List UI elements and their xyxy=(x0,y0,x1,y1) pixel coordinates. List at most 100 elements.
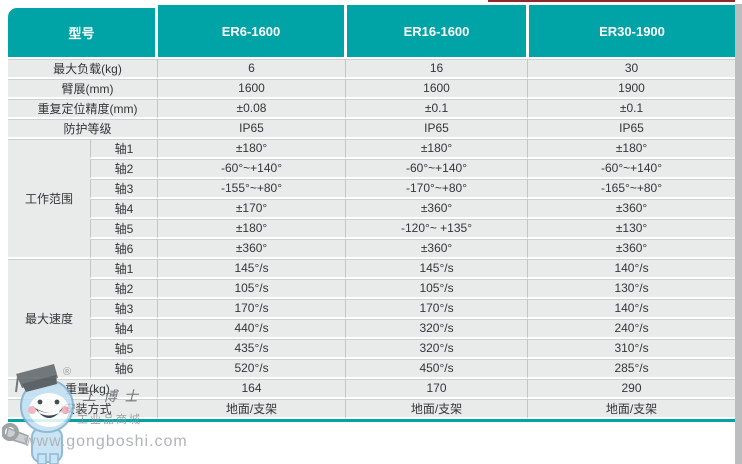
spec-value: -155°~+80° xyxy=(157,179,346,199)
table-row: 轴3 170°/s 170°/s 140°/s xyxy=(8,299,736,319)
spec-value: IP65 xyxy=(527,119,736,139)
spec-value: 6 xyxy=(157,59,346,79)
spec-value: 450°/s xyxy=(345,359,528,379)
spec-row-label: 安装方式 xyxy=(8,399,158,419)
spec-value: ±0.1 xyxy=(345,99,528,119)
spec-table-grid: 最大负载(kg) 6 16 30 臂展(mm) 1600 1600 1900 重复定位精度(mm… xyxy=(8,59,736,419)
axis-label: 轴1 xyxy=(90,259,158,279)
axis-label: 轴2 xyxy=(90,159,158,179)
spec-value: ±0.08 xyxy=(157,99,346,119)
spec-value: 320°/s xyxy=(345,339,528,359)
spec-value: -60°~+140° xyxy=(527,159,736,179)
table-row: 防护等级 IP65 IP65 IP65 xyxy=(8,119,736,139)
spec-value: 105°/s xyxy=(157,279,346,299)
spec-value: 1600 xyxy=(345,79,528,99)
spec-value: ±360° xyxy=(527,199,736,219)
table-row: 轴5 435°/s 320°/s 310°/s xyxy=(8,339,736,359)
spec-value: 440°/s xyxy=(157,319,346,339)
header-model-er6-1600: ER6-1600 xyxy=(158,5,344,57)
spec-value: ±130° xyxy=(527,219,736,239)
table-row: 轴4 ±170° ±360° ±360° xyxy=(8,199,736,219)
axis-label: 轴1 xyxy=(90,139,158,159)
table-row: 轴2 105°/s 105°/s 130°/s xyxy=(8,279,736,299)
axis-label: 轴2 xyxy=(90,279,158,299)
table-row: 臂展(mm) 1600 1600 1900 xyxy=(8,79,736,99)
spec-value: 240°/s xyxy=(527,319,736,339)
spec-value: 140°/s xyxy=(527,299,736,319)
table-row: 轴6 ±360° ±360° ±360° xyxy=(8,239,736,259)
table-row: 最大负载(kg) 6 16 30 xyxy=(8,59,736,79)
spec-value: 140°/s xyxy=(527,259,736,279)
axis-label: 轴3 xyxy=(90,179,158,199)
table-row: 重复定位精度(mm) ±0.08 ±0.1 ±0.1 xyxy=(8,99,736,119)
axis-label: 轴5 xyxy=(90,219,158,239)
spec-value: ±360° xyxy=(345,199,528,219)
table-row: 轴5 ±180° -120°~ +135° ±130° xyxy=(8,219,736,239)
spec-table: 型号 ER6-1600 ER16-1600 ER30-1900 最大负载(kg)… xyxy=(8,5,736,422)
spec-table-header: 型号 ER6-1600 ER16-1600 ER30-1900 xyxy=(8,5,735,57)
watermark-url: www.gongboshi.com xyxy=(24,433,188,450)
bottom-accent-bar xyxy=(8,419,735,422)
spec-value: ±180° xyxy=(157,219,346,239)
header-model-label: 型号 xyxy=(8,8,155,57)
spec-row-label: 防护等级 xyxy=(8,119,158,139)
spec-value: -60°~+140° xyxy=(345,159,528,179)
spec-group-label: 最大速度 xyxy=(8,259,90,379)
spec-value: ±360° xyxy=(157,239,346,259)
spec-row-label: 臂展(mm) xyxy=(8,79,158,99)
spec-value: 435°/s xyxy=(157,339,346,359)
axis-label: 轴4 xyxy=(90,199,158,219)
spec-row-label: 重复定位精度(mm) xyxy=(8,99,158,119)
header-model-er16-1600: ER16-1600 xyxy=(347,5,526,57)
table-row: 最大速度 轴1 145°/s 145°/s 140°/s xyxy=(8,259,736,379)
table-row: 轴3 -155°~+80° -170°~+80° -165°~+80° xyxy=(8,179,736,199)
spec-table-body: 最大负载(kg) 6 16 30 臂展(mm) 1600 1600 1900 重复定位精度(mm… xyxy=(8,59,736,419)
spec-value: 520°/s xyxy=(157,359,346,379)
spec-value: 290 xyxy=(527,379,736,399)
page-edge-strip xyxy=(735,4,742,464)
spec-value: ±360° xyxy=(345,239,528,259)
spec-value: -165°~+80° xyxy=(527,179,736,199)
spec-group-label: 工作范围 xyxy=(8,139,90,259)
spec-value: 145°/s xyxy=(157,259,346,279)
spec-value: ±180° xyxy=(527,139,736,159)
spec-value: 285°/s xyxy=(527,359,736,379)
table-row: 重量(kg) 164 170 290 xyxy=(8,379,736,399)
spec-value: 164 xyxy=(157,379,346,399)
spec-value: 105°/s xyxy=(345,279,528,299)
axis-label: 轴4 xyxy=(90,319,158,339)
spec-value: 130°/s xyxy=(527,279,736,299)
spec-value: 1600 xyxy=(157,79,346,99)
top-red-divider xyxy=(488,0,735,2)
table-row: 轴2 -60°~+140° -60°~+140° -60°~+140° xyxy=(8,159,736,179)
spec-value: ±170° xyxy=(157,199,346,219)
spec-value: 地面/支架 xyxy=(527,399,736,419)
header-model-er30-1900: ER30-1900 xyxy=(529,5,735,57)
axis-label: 轴3 xyxy=(90,299,158,319)
spec-value: -120°~ +135° xyxy=(345,219,528,239)
axis-label: 轴6 xyxy=(90,359,158,379)
spec-value: 16 xyxy=(345,59,528,79)
spec-value: ±180° xyxy=(345,139,528,159)
spec-value: -170°~+80° xyxy=(345,179,528,199)
spec-value: 地面/支架 xyxy=(157,399,346,419)
spec-value: -60°~+140° xyxy=(157,159,346,179)
spec-value: 170°/s xyxy=(157,299,346,319)
spec-value: ±180° xyxy=(157,139,346,159)
spec-value: 30 xyxy=(527,59,736,79)
spec-value: 地面/支架 xyxy=(345,399,528,419)
axis-label: 轴6 xyxy=(90,239,158,259)
table-row: 安装方式 地面/支架 地面/支架 地面/支架 xyxy=(8,399,736,419)
spec-value: 170 xyxy=(345,379,528,399)
table-row: 工作范围 轴1 ±180° ±180° ±180° xyxy=(8,139,736,259)
axis-label: 轴5 xyxy=(90,339,158,359)
spec-value: 1900 xyxy=(527,79,736,99)
spec-value: 170°/s xyxy=(345,299,528,319)
spec-value: ±360° xyxy=(527,239,736,259)
table-row: 轴6 520°/s 450°/s 285°/s xyxy=(8,359,736,379)
spec-row-label: 最大负载(kg) xyxy=(8,59,158,79)
spec-value: 310°/s xyxy=(527,339,736,359)
spec-value: 320°/s xyxy=(345,319,528,339)
spec-value: ±0.1 xyxy=(527,99,736,119)
